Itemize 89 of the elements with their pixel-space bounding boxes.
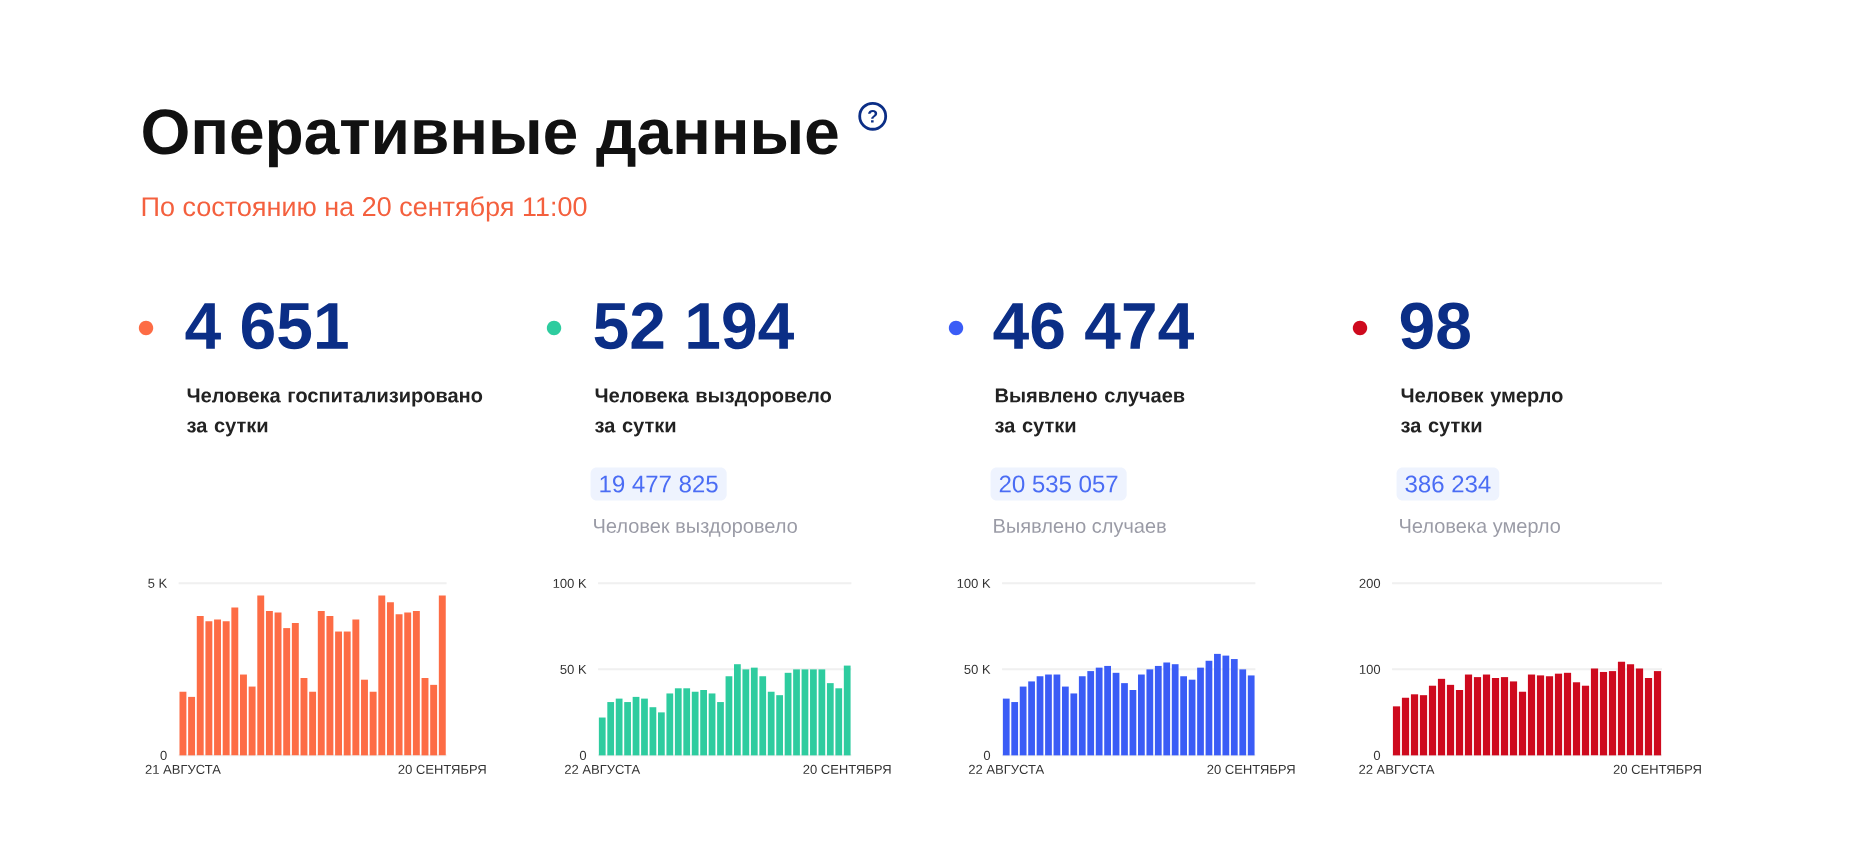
bar [1653,671,1662,756]
bar [742,669,750,756]
bar [734,664,741,756]
bar [1087,671,1095,756]
text: Человек выздоровело [594,519,797,537]
bar [750,667,758,756]
bar [759,676,767,756]
bar [231,607,239,756]
bar [683,688,691,756]
bar [1171,664,1179,756]
bar [1590,668,1599,756]
bar [1527,674,1536,756]
bar [1214,653,1221,756]
text: Выявлено случаев [994,519,1166,537]
chart-title: 98 [1400,302,1470,350]
bar [700,690,707,756]
bar [1437,678,1446,756]
bar [1428,685,1437,756]
bar [1626,664,1635,756]
bar [1446,684,1455,756]
bar [1509,681,1518,756]
bar [1482,674,1491,756]
bar [615,698,623,756]
bar [793,669,800,756]
bar [641,698,648,756]
bar [291,622,299,756]
bar [378,595,386,756]
bar [1473,677,1482,756]
bar [1197,667,1204,756]
bar [205,621,213,756]
chart-title: 46 474 [993,302,1194,350]
bar [1222,655,1230,756]
bar [412,610,420,756]
text: Оперативные данные [143,109,838,168]
text: 20 535 057 [999,475,1118,493]
bar [317,610,325,756]
bar [1045,674,1052,756]
bar [1545,676,1554,756]
bar [1491,677,1500,756]
bar [1230,659,1238,756]
text: 19 477 825 [600,475,718,493]
bar [1536,675,1545,756]
bar [1095,667,1103,756]
bar [1154,665,1162,756]
bar [1617,661,1626,756]
chart-title: 52 194 [594,302,794,350]
bar [1500,677,1509,756]
chart-subtitle: Человека выздоровело за сутки [595,388,832,437]
bar [352,619,360,756]
text: 386 234 [1405,475,1491,493]
bar [843,665,851,756]
bar [1104,665,1111,756]
bar [810,669,817,756]
chart-subtitle: Выявлено случаев за сутки [995,388,1185,437]
bar [196,616,204,756]
bar [179,691,187,756]
text: По состоянию на 20 сентября 11:00 [142,196,587,222]
bar [1563,672,1572,756]
bar [1635,668,1644,756]
bar [1464,674,1473,756]
bar [1392,706,1401,756]
bar [438,595,446,756]
bar [1554,673,1563,756]
bar [1028,681,1035,756]
bar [1078,676,1086,756]
bar [1410,694,1419,756]
bar [666,693,674,756]
bar [1002,698,1010,756]
text: Человека умерло [1400,519,1560,537]
bar [1146,669,1154,756]
bar [624,702,631,756]
text: ? [868,110,878,123]
bar [257,595,265,756]
chart-subtitle: Человек умерло за сутки [1401,388,1563,437]
bar [404,612,412,756]
bar [607,702,615,756]
bar [818,669,826,756]
bar [1599,671,1608,756]
bar [1401,697,1410,756]
bar [1138,674,1145,756]
bar [326,616,334,756]
bar [1163,662,1171,756]
bar [674,688,682,756]
bar [1644,677,1653,756]
bar [1019,686,1027,756]
chart-title: 4 651 [185,302,348,350]
chart-subtitle: Человека госпитализировано за сутки [187,388,483,437]
bar [1247,675,1255,756]
bar [691,691,699,756]
